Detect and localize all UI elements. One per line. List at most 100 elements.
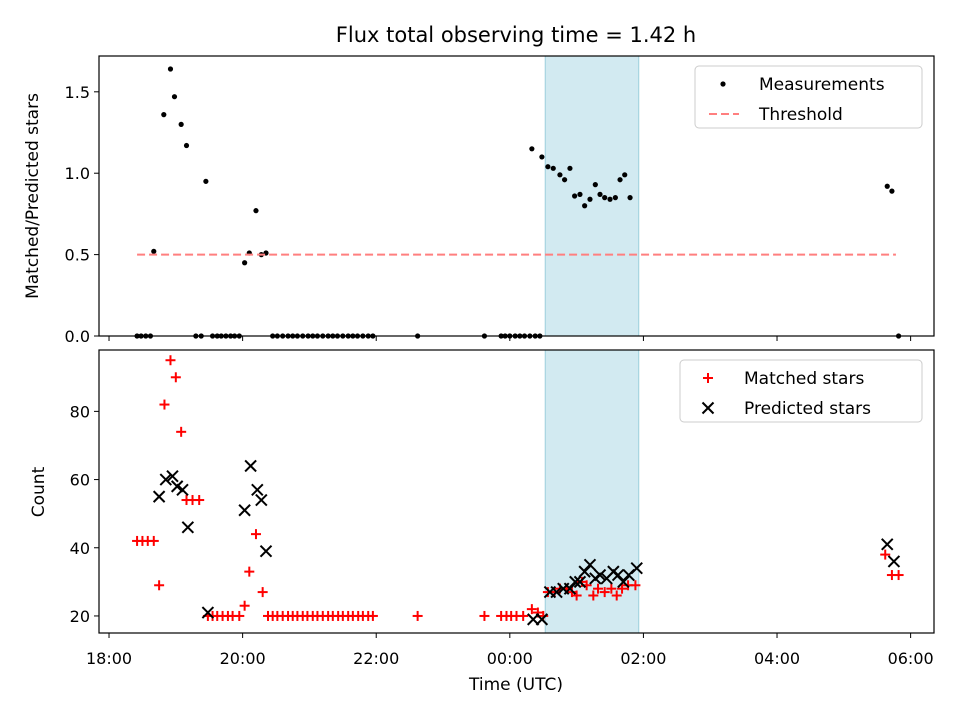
bottom-series0-point-8 [176, 426, 187, 437]
top-series0-point-64 [572, 193, 578, 199]
top-legend-label-1: Threshold [758, 105, 843, 125]
bottom-series0-point-60 [571, 590, 582, 601]
bottom-series1-point-30 [881, 538, 894, 551]
top-series0-point-12 [203, 178, 209, 184]
bottom-ytick-label-3: 80 [70, 402, 90, 421]
bottom-series0-point-63 [588, 590, 599, 601]
top-plot-frame [98, 55, 935, 337]
bottom-series0-point-5 [159, 399, 170, 410]
bottom-series1-point-6 [201, 606, 215, 619]
bottom-series0-point-20 [244, 566, 255, 577]
bottom-series1-point-3-b [170, 480, 184, 493]
bottom-series1-point-5-b [181, 521, 195, 534]
chart-title: Flux total observing time = 1.42 h [336, 23, 696, 47]
bottom-series1-point-11 [259, 544, 273, 558]
top-series0-point-73 [617, 177, 623, 183]
top-series0-point-62 [561, 177, 568, 183]
bottom-series1-point-31 [887, 555, 901, 568]
top-series0-point-60 [550, 165, 556, 171]
top-series0-point-77 [889, 188, 895, 194]
top-series0-point-74 [622, 172, 628, 178]
bottom-series1-point-15 [550, 585, 563, 599]
xtick-label-3: 00:00 [487, 649, 533, 668]
bottom-series1-point-23-b [593, 568, 607, 582]
xtick-label-6: 06:00 [888, 649, 934, 668]
top-series0-point-5 [161, 112, 167, 118]
bottom-series0-point-44 [367, 610, 378, 621]
bottom-series0-point-65 [599, 587, 610, 598]
bottom-series1-point-10-b [255, 493, 268, 507]
bottom-legend: Matched stars Predicted stars [679, 359, 923, 423]
bottom-series1-point-0-b [152, 490, 166, 503]
bottom-ytick-label-1: 40 [70, 539, 90, 558]
bottom-legend-label-0: Matched stars [744, 369, 864, 389]
bottom-series1-point-8-b [244, 459, 257, 473]
top-series0-point-67 [587, 196, 593, 202]
bottom-series0-point-18 [234, 610, 245, 621]
bottom-series1-point-29 [630, 562, 643, 575]
bottom-series1-point-26 [611, 568, 625, 582]
bottom-series1-point-9-b [251, 483, 264, 497]
top-ytick-label-1: 0.5 [65, 246, 90, 265]
bottom-series1-point-30-b [881, 538, 894, 551]
bottom-series1-point-18 [569, 575, 582, 589]
bottom-series1-point-17 [563, 582, 577, 595]
bottom-series0-point-66 [606, 583, 617, 594]
top-series0-point-7 [171, 94, 178, 100]
bottom-plot-frame [98, 349, 935, 634]
bottom-series1-point-11-b [259, 544, 273, 558]
bottom-series0-point-52 [526, 604, 537, 615]
bottom-series1-point-9 [251, 483, 264, 497]
top-series0-point-61 [557, 172, 563, 178]
bottom-series1-point-15-b [550, 585, 563, 599]
bottom-series1-point-7-b [238, 504, 251, 517]
xtick-label-4: 02:00 [620, 649, 666, 668]
bottom-series0-point-3 [148, 535, 159, 546]
top-ytick-label-3: 1.5 [65, 83, 90, 102]
bottom-series1-point-27-b [617, 575, 630, 589]
top-series0-point-8 [178, 121, 184, 127]
bottom-legend-swatch-1 [701, 401, 715, 415]
xtick-label-5: 04:00 [754, 649, 800, 668]
bottom-series1-point-10 [255, 493, 268, 507]
top-legend-label-0: Measurements [759, 75, 885, 95]
bottom-series1-point-29-b [630, 562, 643, 575]
bottom-series1-point-1 [159, 473, 173, 486]
bottom-series1-point-17-b [563, 582, 577, 595]
top-series0-point-4 [151, 248, 157, 254]
bottom-series1-point-26-b [611, 568, 625, 582]
bottom-series0-point-19 [239, 600, 250, 611]
top-series0-point-54 [529, 146, 535, 152]
top-legend-swatch-0 [720, 81, 726, 87]
top-series0-point-75 [627, 195, 633, 201]
bottom-series1-point-4-b [176, 483, 189, 497]
bottom-series1-point-7 [238, 504, 251, 517]
bottom-series0-point-70 [630, 580, 641, 591]
bottom-series0-point-68 [617, 583, 628, 594]
bottom-series1-point-31-b [887, 555, 901, 568]
bottom-ytick-label-0: 20 [70, 607, 90, 626]
bottom-series0-point-7 [170, 372, 181, 383]
bottom-series0-point-67 [611, 590, 622, 601]
bottom-legend-box [679, 359, 923, 423]
bottom-panel: 20 40 60 80 Count Matched stars Predicted st… [29, 349, 935, 638]
bottom-ytick-label-2: 60 [70, 471, 90, 490]
bottom-series1-point-13 [535, 613, 549, 626]
bottom-series1-point-6-b [201, 606, 215, 619]
bottom-series1-point-2-b [166, 469, 179, 483]
top-series0-point-9 [183, 142, 190, 149]
bottom-series1-point-19-b [573, 575, 587, 589]
bottom-series1-point-21-b [583, 558, 597, 572]
bottom-series0-point-6 [165, 355, 176, 366]
top-series0-point-66 [582, 203, 588, 209]
top-ytick-label-2: 1.0 [65, 164, 90, 183]
bottom-ylabel: Count [29, 466, 49, 517]
top-highlight-span [545, 56, 639, 336]
bottom-series1-point-1-b [159, 473, 173, 486]
bottom-series0-point-46 [479, 610, 490, 621]
top-series0-point-63 [567, 165, 573, 171]
top-panel: 0.0 0.5 1.0 1.5 Matched/Predicted stars Mea… [23, 55, 935, 346]
bottom-legend-swatch-0 [703, 373, 713, 383]
bottom-series1-point-23 [593, 568, 607, 582]
xtick-label-2: 22:00 [353, 649, 399, 668]
